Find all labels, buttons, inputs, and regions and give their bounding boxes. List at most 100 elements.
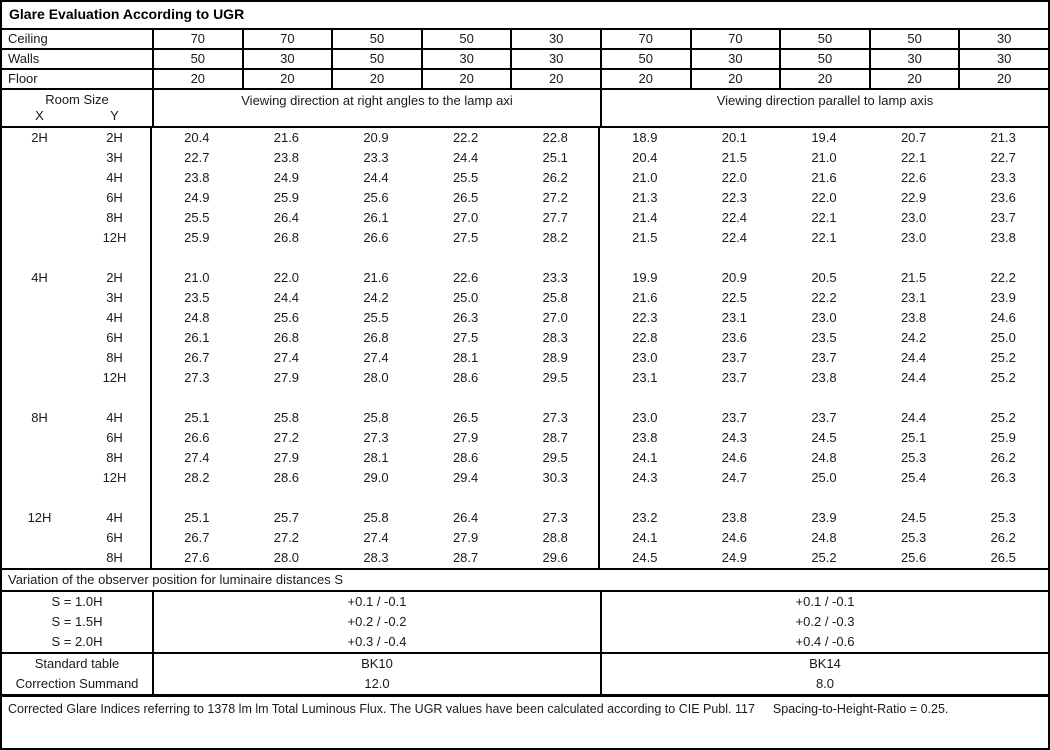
surface-reflectance-rows: Ceiling 70 70 50 50 30 70 70 50 50 30 Walls 50 30 50 30… — [2, 30, 1048, 90]
ugr-value: 22.4 — [721, 230, 748, 245]
group-divider-line — [598, 128, 600, 568]
ugr-value: 27.9 — [273, 450, 300, 465]
summary-label: Standard table — [34, 656, 120, 671]
ugr-value: 25.0 — [452, 290, 479, 305]
x-label — [2, 468, 77, 488]
ugr-value: 25.9 — [184, 230, 210, 245]
group-header-right-angles: Viewing direction at right angles to the… — [152, 90, 600, 126]
y-label: 2H — [106, 130, 123, 145]
y-label: 12H — [102, 470, 127, 485]
ugr-value: 24.9 — [184, 190, 210, 205]
reflectance-value: 20 — [958, 70, 1048, 88]
ugr-value: 23.8 — [811, 370, 837, 385]
room-size-label: Room Size — [45, 92, 109, 107]
ugr-value: 28.7 — [452, 550, 479, 565]
ugr-value: 25.5 — [452, 170, 479, 185]
ugr-value: 23.0 — [811, 310, 837, 325]
ugr-value: 26.1 — [184, 330, 210, 345]
ugr-value: 26.4 — [273, 210, 300, 225]
footer-text: Corrected Glare Indices referring to 137… — [8, 702, 755, 716]
y-label: 8H — [106, 450, 123, 465]
ugr-value: 28.2 — [542, 230, 568, 245]
ugr-value: 21.5 — [721, 150, 748, 165]
ugr-value: 19.9 — [632, 270, 658, 285]
data-row: 8H 25.5 26.4 26.1 27.0 27.7 21.4 22.4 22.1 23.0 23… — [2, 208, 1048, 228]
ugr-value: 27.9 — [452, 430, 479, 445]
ugr-value: 25.9 — [990, 430, 1016, 445]
ugr-value: 23.0 — [900, 230, 927, 245]
ugr-value: 21.0 — [632, 170, 658, 185]
group-header-parallel: Viewing direction parallel to lamp axis — [600, 90, 1048, 126]
ugr-value: 26.2 — [990, 450, 1016, 465]
y-label: 8H — [106, 210, 123, 225]
ugr-value: 21.6 — [363, 270, 389, 285]
y-label: 3H — [106, 290, 123, 305]
block-spacer — [2, 248, 1048, 268]
reflectance-value: 50 — [779, 50, 869, 68]
summary-row: Standard table BK10 BK14 — [2, 654, 1048, 674]
ugr-value: 22.7 — [184, 150, 210, 165]
ugr-value: 21.5 — [632, 230, 658, 245]
ugr-value: 27.4 — [184, 450, 210, 465]
ugr-value: 24.5 — [811, 430, 837, 445]
ugr-value: 23.9 — [990, 290, 1016, 305]
x-label — [2, 348, 77, 368]
summary-rows: Standard table BK10 BK14 Correction Summand… — [2, 654, 1048, 697]
reflectance-value: 20 — [510, 70, 600, 88]
ugr-value: 24.5 — [632, 550, 658, 565]
ugr-value: 23.7 — [721, 410, 748, 425]
ugr-value: 26.6 — [363, 230, 389, 245]
x-label — [2, 168, 77, 188]
ugr-value: 27.4 — [363, 350, 389, 365]
ugr-value: 26.3 — [990, 470, 1016, 485]
label-divider-line — [150, 128, 152, 568]
ugr-value: 29.0 — [363, 470, 389, 485]
ugr-value: 26.8 — [273, 230, 300, 245]
ugr-value: 27.6 — [184, 550, 210, 565]
ugr-value: 28.3 — [363, 550, 389, 565]
ugr-value: 23.8 — [721, 510, 748, 525]
reflectance-value: 50 — [152, 50, 242, 68]
ugr-value: 24.4 — [452, 150, 479, 165]
x-label: 2H — [31, 130, 48, 145]
ugr-value: 25.6 — [273, 310, 300, 325]
reflectance-value: 50 — [599, 50, 690, 68]
ugr-value: 24.4 — [363, 170, 389, 185]
ugr-value: 22.2 — [811, 290, 837, 305]
ugr-value: 25.1 — [900, 430, 927, 445]
ugr-value: 27.2 — [273, 430, 300, 445]
ugr-value: 18.9 — [632, 130, 658, 145]
ugr-value: 23.9 — [811, 510, 837, 525]
ugr-value: 23.0 — [632, 350, 658, 365]
ugr-value: 21.0 — [184, 270, 210, 285]
ugr-value: 22.1 — [811, 210, 837, 225]
ugr-value: 20.9 — [363, 130, 389, 145]
ugr-value: 24.4 — [900, 370, 927, 385]
reflectance-value: 50 — [868, 30, 959, 48]
ugr-value: 24.8 — [184, 310, 210, 325]
ugr-value: 25.2 — [990, 350, 1016, 365]
reflectance-value: 50 — [331, 50, 421, 68]
ugr-table-body: 2H 2H 20.4 21.6 20.9 22.2 22.8 18.9 20.1 19.4 20.7… — [2, 128, 1048, 570]
reflectance-value: 30 — [510, 30, 600, 48]
data-row: 8H 27.6 28.0 28.3 28.7 29.6 24.5 24.9 25.2 25.6 26… — [2, 548, 1048, 568]
ugr-value: 24.8 — [811, 530, 837, 545]
ugr-value: 23.8 — [900, 310, 927, 325]
ugr-value: 26.4 — [452, 510, 479, 525]
ugr-value: 25.2 — [990, 410, 1016, 425]
ugr-value: 25.1 — [184, 510, 210, 525]
y-label: 8H — [106, 350, 123, 365]
ugr-value: 23.0 — [632, 410, 658, 425]
ugr-value: 24.7 — [721, 470, 748, 485]
ugr-value: 22.5 — [721, 290, 748, 305]
reflectance-value: 30 — [241, 50, 332, 68]
x-label — [2, 208, 77, 228]
y-label: 4H — [106, 510, 123, 525]
reflectance-value: 20 — [689, 70, 780, 88]
reflectance-value: 20 — [868, 70, 959, 88]
ugr-value: 26.8 — [273, 330, 300, 345]
ugr-value: 25.0 — [990, 330, 1016, 345]
ugr-value: 25.1 — [184, 410, 210, 425]
variation-value-left: +0.3 / -0.4 — [152, 632, 600, 652]
